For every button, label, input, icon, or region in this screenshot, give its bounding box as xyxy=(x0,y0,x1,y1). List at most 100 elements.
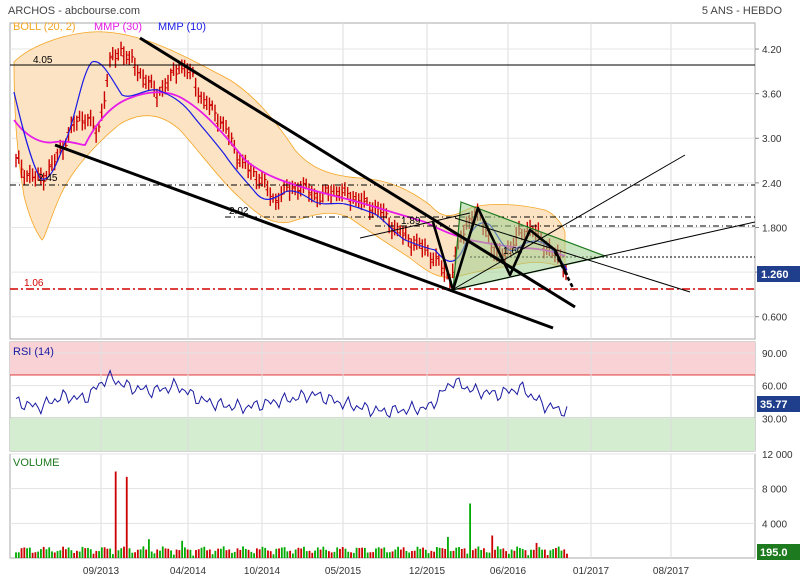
volume-bar xyxy=(200,547,203,558)
volume-bar xyxy=(103,547,106,558)
volume-bar xyxy=(150,551,153,558)
volume-bar xyxy=(322,546,325,558)
legend-mmp30: MMP (30) xyxy=(94,21,142,33)
volume-bar xyxy=(76,550,78,558)
volume-bar xyxy=(195,550,197,558)
volume-panel xyxy=(9,453,756,559)
volume-bar xyxy=(95,550,98,558)
volume-value-badge xyxy=(757,544,800,560)
volume-bar xyxy=(15,552,17,558)
rsi-tick-label: 90.00 xyxy=(762,349,787,360)
current-price-badge xyxy=(757,266,800,282)
volume-bar xyxy=(424,549,427,558)
volume-bar xyxy=(557,546,560,558)
volume-bar xyxy=(513,550,516,558)
volume-bar xyxy=(377,547,380,558)
volume-bar xyxy=(23,547,26,558)
volume-bar xyxy=(59,550,62,558)
volume-bar xyxy=(543,549,546,558)
volume-bar xyxy=(341,547,344,558)
period-label: 5 ANS - HEBDO xyxy=(702,5,783,17)
volume-bar xyxy=(463,548,466,558)
volume-bar xyxy=(264,547,267,558)
volume-bar xyxy=(203,546,206,558)
volume-bar xyxy=(474,548,477,558)
volume-bar xyxy=(560,550,563,558)
volume-bar xyxy=(78,551,81,558)
thin-up-line-1 xyxy=(451,154,686,291)
volume-bar xyxy=(535,542,538,558)
volume-bar xyxy=(291,553,294,558)
volume-bar xyxy=(98,551,100,558)
volume-bar xyxy=(253,553,256,558)
rsi-value-badge xyxy=(757,396,800,412)
volume-bar xyxy=(156,549,159,558)
volume-bar xyxy=(106,548,109,558)
y-tick-label: 2.40 xyxy=(762,179,782,190)
volume-bar xyxy=(330,552,333,558)
volume-bar xyxy=(242,546,244,558)
volume-bar xyxy=(316,547,319,558)
volume-bar xyxy=(549,550,552,558)
volume-bar xyxy=(471,550,474,558)
y-tick-label: 3.60 xyxy=(762,90,782,101)
volume-bar xyxy=(28,547,31,558)
volume-bar xyxy=(555,548,557,558)
volume-bar xyxy=(496,546,499,558)
volume-bar xyxy=(275,548,278,558)
volume-bar xyxy=(40,549,42,558)
volume-bar xyxy=(170,550,172,558)
volume-bar xyxy=(261,546,264,558)
volume-bar xyxy=(73,552,76,558)
volume-bar xyxy=(117,550,120,558)
volume-bar xyxy=(466,553,469,558)
volume-bar xyxy=(358,547,361,558)
rsi-tick-label: 60.00 xyxy=(762,382,787,393)
volume-bar xyxy=(159,550,161,558)
volume-bar xyxy=(239,549,242,558)
level-label-4-05: 4.05 xyxy=(33,55,53,66)
volume-bar xyxy=(222,546,225,558)
rsi-grid xyxy=(10,342,755,451)
volume-bar xyxy=(70,550,73,558)
volume-bar xyxy=(391,551,394,558)
volume-bar xyxy=(128,548,131,558)
rsi-line xyxy=(15,369,568,419)
volume-bar xyxy=(192,555,195,558)
volume-bar xyxy=(255,548,258,558)
volume-bar xyxy=(352,552,355,558)
volume-bar xyxy=(286,551,289,558)
volume-bar xyxy=(422,547,424,558)
volume-bar xyxy=(447,536,449,558)
volume-bar xyxy=(186,549,189,558)
volume-bar xyxy=(131,552,134,558)
volume-bar xyxy=(355,547,358,558)
volume-bar xyxy=(100,547,103,558)
volume-bar xyxy=(380,548,383,558)
volume-tick-label: 8 000 xyxy=(762,485,787,496)
volume-bar xyxy=(134,552,136,558)
volume-bar xyxy=(42,546,45,558)
lower-trend-line xyxy=(54,143,554,330)
volume-bar xyxy=(524,550,527,558)
volume-bar xyxy=(327,551,330,558)
volume-bar xyxy=(339,548,341,558)
volume-bar xyxy=(283,547,286,558)
volume-bar xyxy=(430,550,433,558)
volume-bar xyxy=(250,551,253,558)
legend-mmp10: MMP (10) xyxy=(158,21,206,33)
volume-bar xyxy=(236,548,239,558)
level-label-1-60: 1.60 xyxy=(503,246,523,257)
volume-bar xyxy=(37,551,40,558)
x-tick-label: 08/2017 xyxy=(653,566,690,577)
volume-bar xyxy=(538,547,541,558)
y-tick-label: 4.20 xyxy=(762,45,782,56)
volume-bar xyxy=(84,548,87,558)
volume-bar xyxy=(178,550,181,558)
volume-bar xyxy=(532,549,535,558)
x-tick-label: 04/2014 xyxy=(170,566,207,577)
volume-bar xyxy=(81,546,84,558)
volume-bar xyxy=(26,548,28,558)
volume-bar xyxy=(333,551,336,558)
